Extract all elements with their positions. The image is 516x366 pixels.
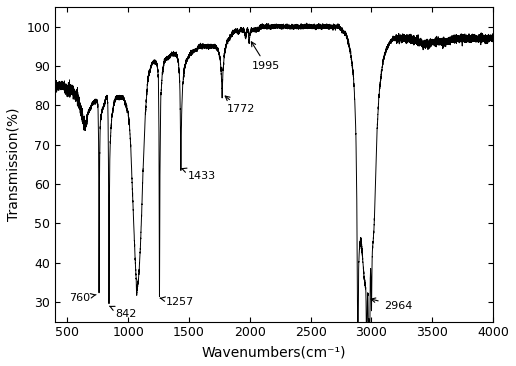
Text: 1433: 1433 [182, 168, 216, 181]
Text: 1772: 1772 [225, 96, 255, 114]
Text: 1257: 1257 [160, 297, 194, 307]
Text: 760: 760 [69, 293, 96, 303]
X-axis label: Wavenumbers(cm⁻¹): Wavenumbers(cm⁻¹) [202, 345, 346, 359]
Y-axis label: Transmission(%): Transmission(%) [7, 108, 21, 221]
Text: 842: 842 [109, 306, 136, 319]
Text: 1995: 1995 [251, 42, 281, 71]
Text: 2964: 2964 [371, 298, 412, 311]
